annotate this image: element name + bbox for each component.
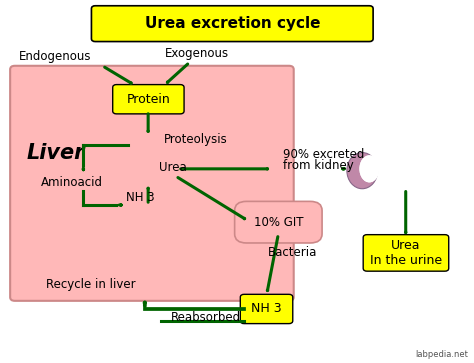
FancyBboxPatch shape bbox=[363, 234, 449, 271]
Text: Bacteria: Bacteria bbox=[268, 245, 317, 258]
FancyBboxPatch shape bbox=[10, 66, 294, 301]
Text: Exogenous: Exogenous bbox=[165, 46, 229, 60]
Text: Recycle in liver: Recycle in liver bbox=[46, 278, 135, 291]
Text: from kidney: from kidney bbox=[283, 159, 354, 172]
Text: Urea excretion cycle: Urea excretion cycle bbox=[145, 16, 320, 31]
Text: NH 3: NH 3 bbox=[251, 302, 282, 315]
Text: Endogenous: Endogenous bbox=[19, 50, 91, 63]
Ellipse shape bbox=[359, 155, 379, 182]
Text: NH 3: NH 3 bbox=[126, 191, 155, 204]
Ellipse shape bbox=[347, 152, 378, 189]
Text: Protein: Protein bbox=[127, 93, 170, 106]
FancyBboxPatch shape bbox=[235, 201, 322, 243]
FancyBboxPatch shape bbox=[240, 294, 293, 323]
Text: Aminoacid: Aminoacid bbox=[41, 176, 103, 189]
Text: 90% excreted: 90% excreted bbox=[283, 148, 365, 161]
FancyBboxPatch shape bbox=[91, 6, 373, 41]
Text: Proteolysis: Proteolysis bbox=[164, 134, 228, 146]
Text: Liver: Liver bbox=[27, 143, 85, 163]
FancyBboxPatch shape bbox=[113, 85, 184, 114]
Text: 10% GIT: 10% GIT bbox=[254, 216, 303, 229]
Text: Urea
In the urine: Urea In the urine bbox=[370, 239, 442, 267]
Text: Urea: Urea bbox=[159, 160, 187, 174]
Ellipse shape bbox=[359, 155, 379, 182]
Text: labpedia.net: labpedia.net bbox=[416, 350, 469, 359]
Text: Reabsorbed: Reabsorbed bbox=[171, 311, 241, 323]
